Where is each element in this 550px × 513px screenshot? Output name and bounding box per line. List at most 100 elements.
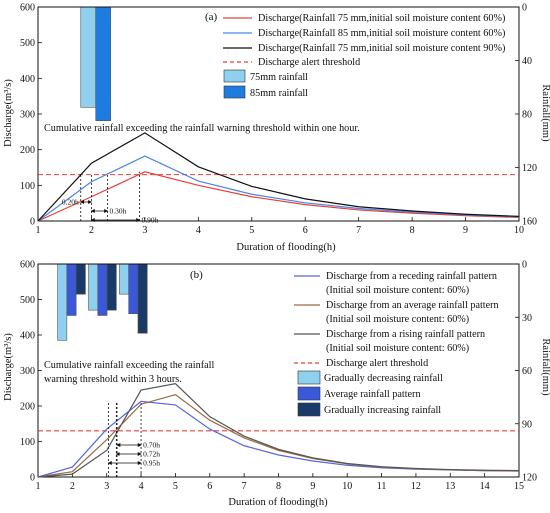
y-tick-label: 300 xyxy=(20,366,35,377)
rain-bar-h1-p0 xyxy=(57,263,68,341)
panel-b-rain-bars xyxy=(57,263,148,341)
panel-a-ylabel: Discharge(m³/s) xyxy=(3,79,14,147)
x-tick-label: 1 xyxy=(36,481,41,492)
panel-b: 1 2 3 4 5 6 7 8 9 10 11 12 13 14 150100200300400500600… xyxy=(3,260,550,509)
x-tick-label: 11 xyxy=(377,481,387,492)
legend-b-swatch-increasing xyxy=(297,402,321,417)
panel-b-grid: 1 2 3 4 5 6 7 8 9 10 11 12 13 14 150100200300400500600… xyxy=(20,260,537,493)
series-line-1 xyxy=(37,393,520,478)
legend-b-label-threshold: Discharge alert threshold xyxy=(326,358,428,369)
y-tick-label: 200 xyxy=(20,402,35,413)
x-tick-label: 6 xyxy=(207,481,212,492)
legend-a-label-0: Discharge(Rainfall 75 mm,initial soil mo… xyxy=(258,13,505,24)
series-line-2 xyxy=(37,132,520,222)
x-tick-label: 12 xyxy=(411,481,421,492)
y-tick-label: 500 xyxy=(20,295,35,306)
y2-tick-label: 40 xyxy=(522,56,532,67)
y-tick-label: 600 xyxy=(20,260,35,271)
x-tick-label: 13 xyxy=(445,481,455,492)
panel-a-label: (a) xyxy=(205,11,218,23)
y2-tick-label: 0 xyxy=(522,260,527,271)
legend-a-label-2: Discharge(Rainfall 75 mm,initial soil mo… xyxy=(258,43,505,54)
legend-a-swatch-rain-85 xyxy=(223,85,246,99)
y2-tick-label: 90 xyxy=(522,419,532,430)
legend-b-label-decreasing: Gradually decreasing rainfall xyxy=(324,373,443,384)
x-tick-label: 3 xyxy=(104,481,109,492)
panel-a: 1 2 3 4 5 6 7 8 9 1001002003004005006001601208040… xyxy=(3,3,550,254)
rain-bar-h1-p1 xyxy=(66,263,77,316)
rain-bar-h3-p0 xyxy=(119,263,130,295)
y-tick-label: 100 xyxy=(20,181,35,192)
legend-b-note-1: (Initial soil moisture content: 60%) xyxy=(326,314,469,325)
interval-label: 0.30h xyxy=(109,207,126,216)
legend-a-label-rain-85: 85mm rainfall xyxy=(250,88,308,99)
series-line-0 xyxy=(37,400,520,478)
x-tick-label: 9 xyxy=(310,481,315,492)
rain-bar-h3-p1 xyxy=(128,263,139,315)
x-tick-label: 5 xyxy=(173,481,178,492)
panel-b-ylabel: Discharge(m³/s) xyxy=(3,333,14,401)
panel-b-label: (b) xyxy=(190,269,203,281)
panel-a-legend: Discharge(Rainfall 75 mm,initial soil mo… xyxy=(223,13,505,99)
y-tick-label: 300 xyxy=(20,110,35,121)
panel-a-plot: 0.20h 0.30h 0.90h xyxy=(37,132,520,225)
x-tick-label: 5 xyxy=(249,225,254,236)
panel-a-grid: 1 2 3 4 5 6 7 8 9 1001002003004005006001601208040… xyxy=(20,3,537,237)
panel-b-legend: Discharge from a receding rainfall patte… xyxy=(294,271,499,417)
x-tick-label: 10 xyxy=(342,481,352,492)
legend-b-label-0: Discharge from a receding rainfall patte… xyxy=(326,271,497,282)
x-tick-label: 2 xyxy=(70,481,75,492)
y2-tick-label: 0 xyxy=(522,3,527,14)
interval-label: 0.20h xyxy=(62,198,79,207)
rain-bar-75 xyxy=(80,6,97,108)
interval-label: 0.90h xyxy=(142,216,159,225)
legend-a-label-1: Discharge(Rainfall 85 mm,initial soil mo… xyxy=(258,28,505,39)
y-tick-label: 500 xyxy=(20,38,35,49)
panel-a-rain-bars xyxy=(80,6,111,121)
rain-bar-h1-p2 xyxy=(75,263,86,295)
panel-a-xlabel: Duration of flooding(h) xyxy=(236,242,336,253)
x-tick-label: 14 xyxy=(480,481,490,492)
x-tick-label: 8 xyxy=(410,225,415,236)
series-line-1 xyxy=(37,155,520,222)
panel-a-y2label: Rainfall(mm) xyxy=(540,84,550,142)
series-line-2 xyxy=(37,382,520,478)
y2-tick-label: 60 xyxy=(522,366,532,377)
panel-b-annotation-line-1: Cumulative rainfall exceeding the rainfa… xyxy=(44,360,214,371)
y2-tick-label: 120 xyxy=(522,473,537,484)
x-tick-label: 3 xyxy=(142,225,147,236)
legend-b-label-average: Average rainfall pattern xyxy=(324,389,421,400)
y-tick-label: 0 xyxy=(30,217,35,228)
rain-bar-h2-p1 xyxy=(97,263,108,316)
legend-b-note-2: (Initial soil moisture content: 60%) xyxy=(326,343,469,354)
x-tick-label: 7 xyxy=(242,481,247,492)
panel-a-annotation: Cumulative rainfall exceeding the rainfa… xyxy=(44,123,360,134)
y-tick-label: 400 xyxy=(20,74,35,85)
x-tick-label: 4 xyxy=(139,481,144,492)
legend-a-label-rain-75: 75mm rainfall xyxy=(250,72,308,83)
y2-tick-label: 30 xyxy=(522,313,532,324)
legend-b-label-2: Discharge from a rising rainfall pattern xyxy=(326,329,485,340)
legend-a-label-threshold: Discharge alert threshold xyxy=(258,57,360,68)
legend-b-swatch-average xyxy=(297,386,321,401)
legend-b-note-0: (Initial soil moisture content: 60%) xyxy=(326,285,469,296)
legend-b-swatch-decreasing xyxy=(297,370,321,385)
interval-label: 0.95h xyxy=(143,459,160,468)
y2-tick-label: 160 xyxy=(522,217,537,228)
legend-a-swatch-rain-75 xyxy=(223,69,246,83)
rain-bar-h2-p2 xyxy=(106,263,117,311)
legend-b-label-increasing: Gradually increasing rainfall xyxy=(324,405,441,416)
interval-label: 0.72h xyxy=(143,450,160,459)
x-tick-label: 8 xyxy=(276,481,281,492)
y2-tick-label: 80 xyxy=(522,110,532,121)
y-tick-label: 600 xyxy=(20,3,35,14)
panel-b-annotation-line-2: warning threshold within 3 hours. xyxy=(44,374,182,385)
series-line-0 xyxy=(37,171,520,222)
panel-b-y2label: Rainfall(mm) xyxy=(540,338,550,396)
y-tick-label: 100 xyxy=(20,437,35,448)
x-tick-label: 10 xyxy=(514,225,524,236)
x-tick-label: 6 xyxy=(303,225,308,236)
x-tick-label: 1 xyxy=(36,225,41,236)
